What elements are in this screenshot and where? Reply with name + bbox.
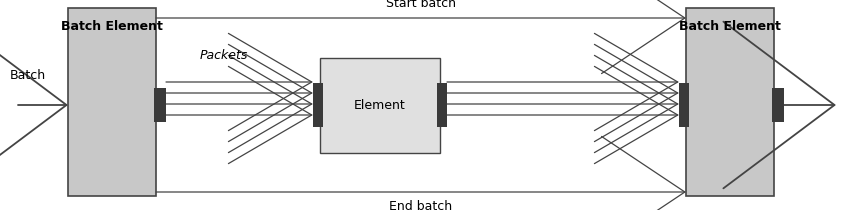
Text: Element: Element [354,99,406,112]
Text: End batch: End batch [389,200,452,210]
Text: Start batch: Start batch [386,0,456,10]
Bar [320,58,440,153]
Bar [679,83,689,127]
Bar [686,8,774,196]
Bar [313,83,323,127]
Text: Batch Element: Batch Element [679,20,781,33]
Bar [154,88,166,122]
Text: Batch Element: Batch Element [61,20,163,33]
Text: Batch: Batch [10,69,46,82]
Bar [772,88,784,122]
Text: Packets: Packets [200,49,248,62]
Bar [437,83,447,127]
Bar [68,8,156,196]
